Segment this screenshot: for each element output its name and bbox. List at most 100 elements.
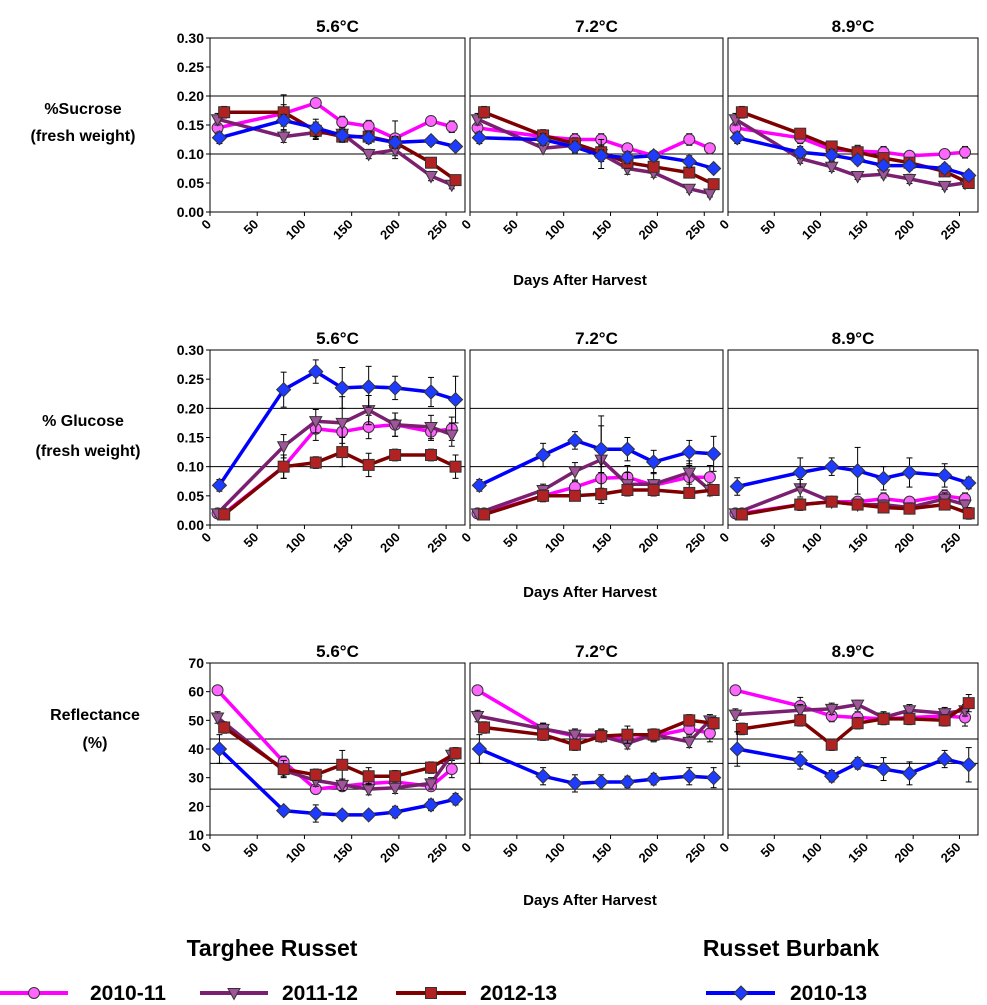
point-s2012_13-1-1-7 <box>707 484 720 496</box>
point-s2011_12-2-1-2 <box>568 729 582 743</box>
series-s2011_12-0-1 <box>470 112 717 201</box>
point-s2011_12-0-0-4 <box>361 149 376 162</box>
legend-marker-2011-12 <box>227 988 241 1001</box>
point-s2011_12-2-2-1 <box>793 705 808 718</box>
point-s2010_11-0-2-6 <box>938 148 951 160</box>
sucrose-chart: %Sucrose (fresh weight) Days After Harve… <box>31 17 979 289</box>
panel-2-2: 8.9°C 0 50 100 150 200 250 <box>716 642 979 866</box>
xtick-label-0-2-2: 100 <box>799 217 825 243</box>
point-s2010_13-2-2-1 <box>792 752 808 769</box>
series-s2010_13-2-2 <box>729 731 977 786</box>
point-s2010_13-2-0-3 <box>334 807 350 823</box>
xtick-label-0-0-3: 150 <box>330 217 356 243</box>
point-s2010_11-0-0-3 <box>336 116 349 129</box>
panel-frame-1-0 <box>209 349 466 526</box>
point-s2012_13-1-1-4 <box>621 484 634 496</box>
xtick-label-1-0-1: 50 <box>241 530 262 551</box>
point-s2010_13-0-1-6 <box>681 153 697 170</box>
point-s2010_13-2-2-2 <box>823 768 840 784</box>
point-s2010_13-2-1-0 <box>471 741 488 757</box>
point-s2012_13-2-1-6 <box>683 714 696 727</box>
xtick-label-0-1-4: 200 <box>636 217 662 243</box>
point-s2012_13-1-0-6 <box>425 449 437 461</box>
point-s2010_11-0-2-7 <box>959 146 972 159</box>
point-s2012_13-2-2-7 <box>962 697 975 710</box>
point-s2012_13-0-1-7 <box>707 178 720 191</box>
point-s2012_13-0-0-6 <box>425 156 437 169</box>
panel-title-0-1: 7.2°C <box>575 17 618 36</box>
ytick-label-1-3: 0.15 <box>177 430 204 446</box>
panel-title-1-2: 8.9°C <box>832 329 875 348</box>
point-s2010_13-1-2-4 <box>875 470 892 487</box>
point-s2010_11-2-0-7 <box>445 763 458 776</box>
point-s2011_12-0-2-5 <box>902 173 917 187</box>
xtick-label-2-0-4: 200 <box>377 840 403 866</box>
panel-title-1-0: 5.6°C <box>316 329 359 348</box>
point-s2010_13-0-1-2 <box>567 139 583 155</box>
panel-title-1-1: 7.2°C <box>575 329 618 348</box>
panel-0-0: 5.6°C 0.00 0.05 0.10 0.15 0.20 0.25 0.30 0 50 100 1… <box>177 17 466 243</box>
point-s2012_13-1-2-4 <box>877 501 890 514</box>
point-s2010_13-0-0-7 <box>447 138 464 155</box>
point-s2010_13-0-2-0 <box>729 130 745 146</box>
point-s2010_13-2-2-6 <box>936 751 953 767</box>
ytick-label-2-1: 20 <box>188 798 204 814</box>
xtick-label-1-2-3: 150 <box>845 530 871 556</box>
point-s2012_13-1-1-3 <box>595 488 608 501</box>
point-s2012_13-2-2-2 <box>825 738 838 751</box>
xtick-label-1-2-0: 0 <box>716 530 732 546</box>
xtick-label-1-1-1: 50 <box>500 530 521 551</box>
point-s2011_12-2-0-0 <box>210 712 225 726</box>
xtick-label-0-0-0: 0 <box>198 217 214 233</box>
point-s2010_13-0-0-6 <box>423 132 439 149</box>
xtick-label-1-1-2: 100 <box>542 530 568 556</box>
xtick-label-1-0-2: 100 <box>283 530 309 556</box>
panel-frame-2-2 <box>727 662 979 836</box>
point-s2011_12-1-0-6 <box>424 422 438 435</box>
point-s2012_13-0-0-0 <box>218 106 231 119</box>
point-s2012_13-1-1-1 <box>537 489 550 502</box>
xtick-label-0-0-5: 250 <box>424 217 450 243</box>
xtick-label-0-2-4: 200 <box>891 217 917 243</box>
ytick-label-1-2: 0.10 <box>177 459 204 475</box>
point-s2010_13-0-1-4 <box>619 149 636 166</box>
point-s2010_13-0-2-3 <box>849 152 866 168</box>
ytick-label-2-0: 10 <box>188 827 204 843</box>
point-s2010_13-1-2-1 <box>792 464 808 481</box>
series-s2010_13-1-1 <box>471 425 722 494</box>
ytick-label-1-0: 0.00 <box>177 517 204 533</box>
point-s2011_12-2-2-0 <box>728 709 743 723</box>
sucrose-xlabel: Days After Harvest <box>513 272 647 289</box>
legend-group-targhee: Targhee Russet <box>187 935 358 961</box>
ytick-label-2-3: 40 <box>188 741 204 757</box>
point-s2012_13-1-0-5 <box>389 449 402 461</box>
point-s2010_13-0-2-7 <box>961 167 977 184</box>
xtick-label-0-1-5: 250 <box>682 217 708 243</box>
point-s2012_13-2-0-2 <box>309 768 322 781</box>
point-s2011_12-1-0-2 <box>308 416 323 429</box>
xtick-label-1-2-1: 50 <box>758 530 779 551</box>
point-s2010_13-2-1-1 <box>535 768 551 784</box>
xtick-label-2-0-5: 250 <box>424 840 450 866</box>
point-s2011_12-0-1-6 <box>682 183 697 197</box>
point-s2012_13-2-1-3 <box>595 730 608 743</box>
sucrose-ylabel-line1: %Sucrose <box>44 101 121 118</box>
point-s2010_13-1-1-5 <box>645 454 662 470</box>
point-s2010_13-2-0-2 <box>308 805 324 822</box>
panel-frame-1-1 <box>469 349 724 526</box>
legend-entry-2012-13: 2012-13 <box>396 982 557 1005</box>
series-line-s2011_12-0-2 <box>734 117 966 188</box>
point-s2010_13-1-2-6 <box>936 467 953 484</box>
series-s2011_12-1-2 <box>728 479 972 521</box>
xtick-label-2-2-5: 250 <box>938 840 964 866</box>
series-s2012_13-2-2 <box>735 694 975 751</box>
point-s2010_13-1-0-6 <box>423 384 439 400</box>
point-s2012_13-2-2-6 <box>938 714 951 727</box>
point-s2010_13-1-2-3 <box>849 463 866 479</box>
point-s2011_12-0-0-6 <box>424 171 438 184</box>
point-s2010_13-0-2-1 <box>792 144 808 160</box>
series-s2012_13-1-1 <box>478 483 720 521</box>
xtick-label-1-0-0: 0 <box>198 530 214 546</box>
panel-1-0: 5.6°C 0.00 0.05 0.10 0.15 0.20 0.25 0.30 0 50 100 1… <box>177 329 466 556</box>
point-s2011_12-0-2-3 <box>850 171 865 184</box>
